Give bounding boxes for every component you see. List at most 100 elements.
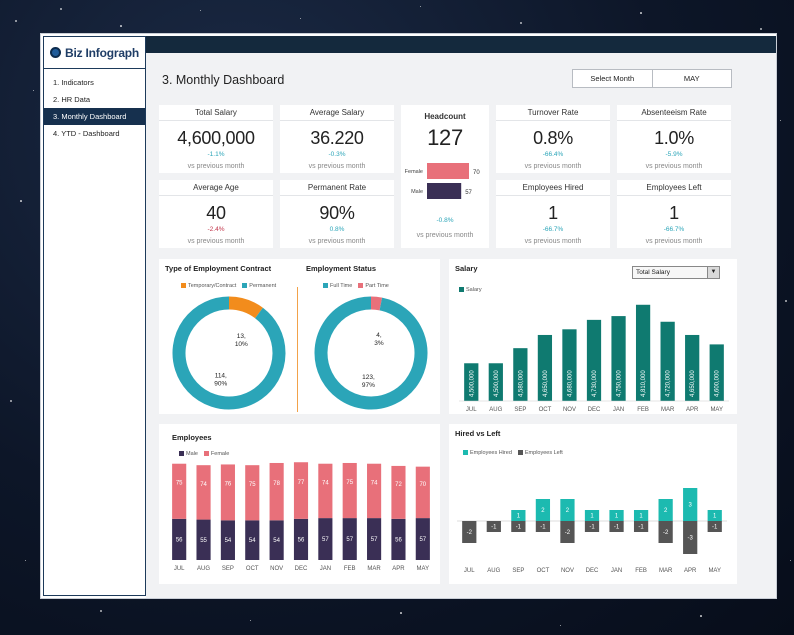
month-selector-label: Select Month xyxy=(573,70,653,87)
male-bar-label: 57 xyxy=(419,537,426,543)
hired-bar-label: 2 xyxy=(664,508,668,514)
salary-bar-label: 4,680,000 xyxy=(567,370,573,397)
female-bar xyxy=(427,163,469,179)
male-bar xyxy=(245,520,260,560)
status-legend: Full Time Part Time xyxy=(323,283,389,289)
salary-bar-label: 4,730,000 xyxy=(592,370,598,397)
legend-item: Employees Hired xyxy=(463,450,512,456)
male-bar-label: 56 xyxy=(298,537,305,543)
legend-label: Part Time xyxy=(365,283,389,289)
x-tick-label: SEP xyxy=(222,566,234,572)
female-bar xyxy=(391,465,406,519)
salary-bar xyxy=(586,319,602,401)
male-bar-label: 54 xyxy=(249,538,256,544)
kpi-value: 36.220 xyxy=(310,128,364,148)
kpi-value: 127 xyxy=(427,125,463,150)
month-selector[interactable]: Select Month MAY xyxy=(572,69,732,88)
kpi-value: 1.0% xyxy=(654,128,694,148)
legend-item: Permanent xyxy=(242,283,276,289)
female-bar xyxy=(220,464,235,521)
nav-item-hr-data[interactable]: 2. HR Data xyxy=(53,95,91,104)
legend-item: Salary xyxy=(459,287,482,293)
star xyxy=(400,612,402,614)
salary-select-value: Total Salary xyxy=(636,269,670,276)
salary-bar-label: 4,650,000 xyxy=(690,370,696,397)
male-bar-label: 56 xyxy=(176,537,183,543)
logo-text: Biz Infograph xyxy=(65,45,140,60)
kpi-label: Employees Left xyxy=(617,180,731,196)
left-bar-label: -1 xyxy=(516,525,522,531)
kpi-value: 0.8% xyxy=(533,128,573,148)
salary-bar-label: 4,750,000 xyxy=(617,370,623,397)
nav-item-indicators[interactable]: 1. Indicators xyxy=(53,78,94,87)
star xyxy=(250,620,251,621)
male-bar-label: 56 xyxy=(395,537,402,543)
x-tick-label: JAN xyxy=(320,566,331,572)
salary-bar-chart: 4,500,000 JUL 4,500,000 AUG 4,580,000 SEP 4,65… xyxy=(459,304,729,413)
x-tick-label: DEC xyxy=(295,566,308,572)
female-bar-label: 76 xyxy=(225,482,232,488)
left-bar-label: -3 xyxy=(688,536,694,542)
star xyxy=(25,560,26,561)
salary-bar xyxy=(660,321,675,401)
male-bar-label: 54 xyxy=(273,538,280,544)
x-tick-label: MAR xyxy=(367,566,381,572)
female-bar-label: 78 xyxy=(273,481,280,487)
female-bar xyxy=(293,462,309,519)
status-donut-chart: 4, 3% 123, 97% xyxy=(314,296,428,410)
employees-panel: Employees Male Female 56 75 JUL 55 74 AUG 54 76… xyxy=(159,424,440,584)
kpi-total-salary: Total Salary 4,600,000 -1.1% vs previous… xyxy=(159,105,273,173)
salary-chart-title: Salary xyxy=(455,264,478,273)
legend-item: Temporary/Contract xyxy=(181,283,236,289)
male-value: 57 xyxy=(465,190,472,196)
hired-bar xyxy=(511,510,526,521)
male-bar xyxy=(427,183,462,199)
nav-item-ytd-dashboard[interactable]: 4. YTD - Dashboard xyxy=(53,129,120,138)
kpi-employees-hired: Employees Hired 1 -66.7% vs previous mon… xyxy=(496,180,610,248)
legend-item: Employees Left xyxy=(517,450,563,456)
legend-label: Employees Hired xyxy=(470,450,512,456)
nav-item-monthly-dashboard[interactable]: 3. Monthly Dashboard xyxy=(44,108,145,125)
gender-label-male: Male xyxy=(411,189,423,195)
x-tick-label: FEB xyxy=(635,568,647,574)
x-tick-label: FEB xyxy=(637,407,649,413)
month-selector-value[interactable]: MAY xyxy=(683,74,700,83)
kpi-label: Employees Hired xyxy=(496,180,610,196)
left-bar-label: -1 xyxy=(491,525,497,531)
kpi-change: -0.8% xyxy=(436,217,454,224)
left-bar-label: -1 xyxy=(712,525,718,531)
salary-bar-label: 4,650,000 xyxy=(543,370,549,397)
salary-bar xyxy=(513,348,528,401)
left-bar-label: -2 xyxy=(663,530,669,536)
legend-item: Male xyxy=(179,451,198,457)
star xyxy=(10,400,12,402)
x-tick-label: JUL xyxy=(174,566,185,572)
star xyxy=(420,6,421,7)
male-bar-label: 57 xyxy=(371,537,378,543)
x-tick-label: JAN xyxy=(613,407,624,413)
male-bar xyxy=(172,518,187,560)
left-bar xyxy=(707,521,722,532)
x-tick-label: NOV xyxy=(561,568,574,574)
star xyxy=(200,10,201,11)
x-tick-label: OCT xyxy=(246,566,259,572)
star xyxy=(33,90,34,91)
salary-metric-select[interactable]: Total Salary ▼ xyxy=(632,266,720,279)
legend-item: Female xyxy=(203,451,230,457)
female-value: 70 xyxy=(473,170,480,176)
contract-status-panel: Type of Employment Contract Employment S… xyxy=(159,259,440,414)
star xyxy=(790,560,791,561)
kpi-average-salary: Average Salary 36.220 -0.3% vs previous … xyxy=(280,105,394,173)
legend-label: Temporary/Contract xyxy=(188,283,237,289)
star xyxy=(560,625,561,626)
chevron-down-icon[interactable]: ▼ xyxy=(707,267,719,278)
legend-label: Female xyxy=(210,451,230,457)
salary-bar xyxy=(562,329,577,401)
kpi-value: 4,600,000 xyxy=(177,128,255,148)
left-bar xyxy=(462,521,477,543)
x-tick-label: APR xyxy=(392,566,405,572)
kpi-compare: vs previous month xyxy=(524,163,582,170)
kpi-permanent-rate: Permanent Rate 90% 0.8% vs previous mont… xyxy=(280,180,394,248)
salary-bar-label: 4,500,000 xyxy=(469,370,475,397)
x-tick-label: DEC xyxy=(588,407,601,413)
